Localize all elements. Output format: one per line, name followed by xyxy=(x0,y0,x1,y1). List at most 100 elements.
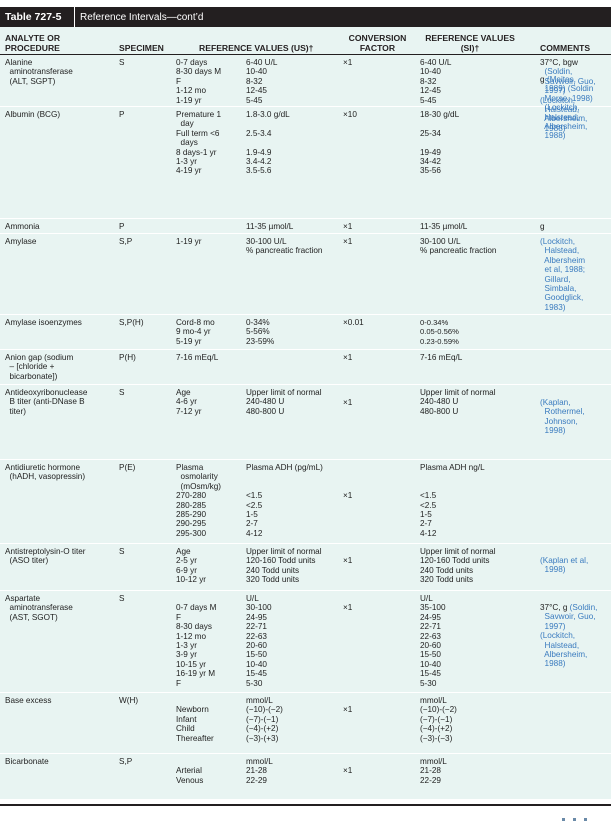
specimen-cell: P xyxy=(119,110,125,119)
us-value-cell: 6-40 U/L 10-40 8-32 12-45 5-45 xyxy=(246,58,278,105)
header-specimen: SPECIMEN xyxy=(119,43,164,53)
comment-note: 37°C, bgw xyxy=(540,58,578,67)
us-label-cell: 0-7 days M F 8-30 days 1-12 mo 1-3 yr 3-… xyxy=(176,603,217,688)
analyte-cell: Base excess xyxy=(5,696,52,705)
si-cell: 11-35 µmol/L xyxy=(420,222,468,231)
comment-citation-link[interactable]: (Kaplan, Rothermel, Johnson, 1998) xyxy=(540,398,585,436)
table-header: ANALYTE OR PROCEDURE SPECIMEN REFERENCE … xyxy=(0,27,611,55)
table-row: Ammonia P 11-35 µmol/L ×1 11-35 µmol/L g xyxy=(0,219,611,234)
us-value-cell: U/L 30-100 24-95 22-71 22-63 20-60 15-50… xyxy=(246,594,272,688)
table-number: Table 727-5 xyxy=(0,7,75,27)
table-title-bar: Table 727-5 Reference Intervals—cont’d xyxy=(0,7,611,27)
comment-citation-link[interactable]: (Soldin, Savwoir, Guo, 1997) (Lockitch, … xyxy=(540,603,598,669)
header-analyte-line2: PROCEDURE xyxy=(5,43,60,53)
analyte-cell: Bicarbonate xyxy=(5,757,49,766)
us-label-cell: Arterial Venous xyxy=(176,766,204,785)
analyte-cell: Amylase xyxy=(5,237,37,246)
analyte-cell: Albumin (BCG) xyxy=(5,110,61,119)
us-label-cell: Plasma osmolarity (mOsm/kg) 270-280 280-… xyxy=(176,463,222,538)
si-cell: mmol/L (−10)-(−2) (−7)-(−1) (−4)-(+2) (−… xyxy=(420,696,457,743)
header-ref-us: REFERENCE VALUES (US)† xyxy=(199,43,314,53)
analyte-cell: Anion gap (sodium – [chloride + bicarbon… xyxy=(5,353,74,381)
analyte-cell: Amylase isoenzymes xyxy=(5,318,82,327)
comment-cell: g (Meites, 1989) (Soldin Morse, 1998) (L… xyxy=(540,75,593,141)
table-row: Amylase S,P 1-19 yr 30-100 U/L % pancrea… xyxy=(0,234,611,315)
header-analyte: ANALYTE OR PROCEDURE xyxy=(5,33,60,53)
comment-cell: 37°C, bgw (Soldin, Savwoir, Guo, 1997) (… xyxy=(540,58,596,133)
comment-note: g xyxy=(540,222,545,231)
specimen-cell: S,P xyxy=(119,237,133,246)
header-conversion-line2: FACTOR xyxy=(359,43,396,53)
table-bottom-rule xyxy=(0,804,611,806)
comment-citation-link[interactable]: (Lockitch, Halstead, Albersheim et al, 1… xyxy=(540,237,586,312)
table-row: Bicarbonate S,P Arterial Venous mmol/L 2… xyxy=(0,754,611,799)
comment-cell: (Kaplan, Rothermel, Johnson, 1998) xyxy=(540,398,585,436)
analyte-cell: Aspartate aminotransferase (AST, SGOT) xyxy=(5,594,73,622)
us-value-cell: 11-35 µmol/L xyxy=(246,222,294,231)
us-value-cell: 1.8-3.0 g/dL 2.5-3.4 1.9-4.9 3.4-4.2 3.5… xyxy=(246,110,290,176)
table-row: Base excess W(H) Newborn Infant Child Th… xyxy=(0,693,611,754)
analyte-cell: Ammonia xyxy=(5,222,40,231)
header-ref-si-line2: (SI)† xyxy=(460,43,480,53)
factor-cell: ×10 xyxy=(343,110,357,119)
specimen-cell: P xyxy=(119,222,125,231)
us-label-cell: Age 2-5 yr 6-9 yr 10-12 yr xyxy=(176,547,207,585)
si-cell: 7-16 mEq/L xyxy=(420,353,463,362)
analyte-cell: Antidiuretic hormone (hADH, vasopressin) xyxy=(5,463,86,482)
table-row: Amylase isoenzymes S,P(H) Cord-8 mo 9 mo… xyxy=(0,315,611,350)
comment-citation-link[interactable]: (Soldin, Savwoir, Guo, 1997) (Lockitch, … xyxy=(540,67,596,133)
comment-citation-link[interactable]: (Kaplan et al, 1998) xyxy=(540,556,589,575)
specimen-cell: S xyxy=(119,547,125,556)
us-label-cell: Cord-8 mo 9 mo-4 yr 5-19 yr xyxy=(176,318,215,346)
specimen-cell: P(E) xyxy=(119,463,136,472)
analyte-cell: Antistreptolysin-O titer (ASO titer) xyxy=(5,547,86,566)
si-cell: 6-40 U/L 10-40 8-32 12-45 5-45 xyxy=(420,58,452,105)
us-value-cell: mmol/L 21-28 22-29 xyxy=(246,757,273,785)
us-label-cell: 0-7 days 8-30 days M F 1-12 mo 1-19 yr xyxy=(176,58,222,105)
comment-cell: g xyxy=(540,222,545,231)
si-cell: mmol/L 21-28 22-29 xyxy=(420,757,447,785)
factor-cell: ×1 xyxy=(343,603,353,612)
si-cell: 18-30 g/dL 25-34 19-49 34-42 35-56 xyxy=(420,110,460,176)
factor-cell: ×1 xyxy=(343,58,353,67)
comment-note: g xyxy=(540,75,545,84)
us-label-cell: Age 4-6 yr 7-12 yr xyxy=(176,388,202,416)
us-value-cell: Upper limit of normal 240-480 U 480-800 … xyxy=(246,388,322,416)
specimen-cell: S xyxy=(119,594,125,603)
us-label-cell: 1-19 yr xyxy=(176,237,202,246)
analyte-cell: Alanine aminotransferase (ALT, SGPT) xyxy=(5,58,73,86)
us-label-cell: 7-16 mEq/L xyxy=(176,353,219,362)
si-cell: 0-0.34% 0.05-0.56% 0.23-0.59% xyxy=(420,318,459,346)
us-value-cell: mmol/L (−10)-(−2) (−7)-(−1) (−4)-(+2) (−… xyxy=(246,696,283,743)
si-cell: U/L 35-100 24-95 22-71 22-63 20-60 15-50… xyxy=(420,594,446,688)
header-conversion: CONVERSION FACTOR xyxy=(340,33,415,53)
table-row: Anion gap (sodium – [chloride + bicarbon… xyxy=(0,350,611,385)
table-row: Antistreptolysin-O titer (ASO titer) S A… xyxy=(0,544,611,591)
specimen-cell: S xyxy=(119,388,125,397)
factor-cell: ×1 xyxy=(343,222,353,231)
header-ref-si-line1: REFERENCE VALUES xyxy=(425,33,515,43)
si-cell: Upper limit of normal 240-480 U 480-800 … xyxy=(420,388,496,416)
specimen-cell: S xyxy=(119,58,125,67)
factor-cell: ×1 xyxy=(343,398,353,407)
specimen-cell: P(H) xyxy=(119,353,136,362)
table-row: Antideoxyribonuclease B titer (anti-DNas… xyxy=(0,385,611,460)
us-value-cell: 30-100 U/L % pancreatic fraction xyxy=(246,237,323,256)
table-row: Alanine aminotransferase (ALT, SGPT) S 0… xyxy=(0,55,611,133)
table-row: Aspartate aminotransferase (AST, SGOT) S… xyxy=(0,591,611,693)
specimen-cell: W(H) xyxy=(119,696,139,705)
table-row: Antidiuretic hormone (hADH, vasopressin)… xyxy=(0,460,611,544)
factor-cell: ×1 xyxy=(343,237,353,246)
specimen-cell: S,P xyxy=(119,757,133,766)
factor-cell: ×1 xyxy=(343,353,353,362)
header-comments: COMMENTS xyxy=(540,43,591,53)
comment-cell: (Lockitch, Halstead, Albersheim et al, 1… xyxy=(540,237,585,312)
comment-citation-link[interactable]: (Meites, 1989) (Soldin Morse, 1998) (Loc… xyxy=(544,75,594,141)
specimen-cell: S,P(H) xyxy=(119,318,144,327)
comment-cell: (Kaplan et al, 1998) xyxy=(540,556,588,575)
factor-cell: ×1 xyxy=(343,766,353,775)
analyte-cell: Antideoxyribonuclease B titer (anti-DNas… xyxy=(5,388,88,416)
us-label-cell: Newborn Infant Child Thereafter xyxy=(176,705,214,743)
us-value-cell: Plasma ADH (pg/mL) <1.5 <2.5 1-5 2-7 4-1… xyxy=(246,463,323,538)
table-title: Reference Intervals—cont’d xyxy=(80,11,204,23)
